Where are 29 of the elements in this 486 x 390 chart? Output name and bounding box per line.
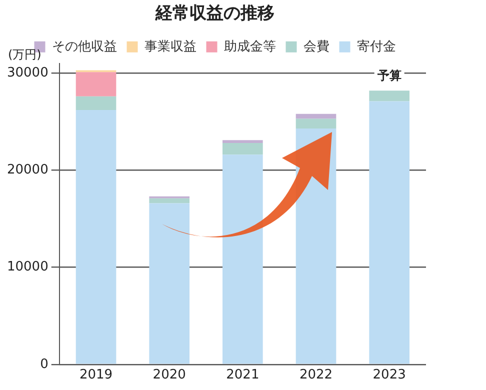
bar bbox=[222, 143, 263, 155]
annotation: 予算 bbox=[376, 68, 402, 83]
y-tick-label: 20000 bbox=[6, 162, 48, 178]
x-tick-label: 2021 bbox=[226, 368, 260, 383]
y-tick-label: 0 bbox=[40, 356, 48, 372]
bar bbox=[369, 90, 410, 102]
bar bbox=[76, 96, 116, 110]
legend-label: その他収益 bbox=[52, 39, 117, 54]
y-tick-label: 30000 bbox=[6, 65, 48, 80]
bar bbox=[222, 154, 263, 364]
y-axis-title: (万円) bbox=[8, 48, 42, 62]
legend-label: 助成金等 bbox=[224, 39, 276, 54]
legend-label: 事業収益 bbox=[144, 39, 196, 54]
bar bbox=[369, 101, 410, 364]
chart-title: 経常収益の推移 bbox=[154, 4, 274, 24]
legend-label: 会費 bbox=[303, 39, 330, 54]
bar bbox=[222, 140, 263, 144]
y-tick-label: 10000 bbox=[6, 260, 48, 275]
x-tick-label: 2022 bbox=[299, 368, 333, 383]
x-tick-label: 2020 bbox=[152, 368, 186, 383]
bar bbox=[149, 198, 190, 204]
bar bbox=[296, 118, 336, 128]
bar bbox=[296, 114, 336, 119]
x-tick-label: 2023 bbox=[372, 368, 406, 383]
x-tick-label: 2019 bbox=[79, 368, 113, 383]
bar bbox=[149, 203, 190, 364]
bar bbox=[76, 110, 116, 364]
legend-label: 寄付金 bbox=[356, 38, 396, 54]
bar bbox=[76, 72, 116, 96]
